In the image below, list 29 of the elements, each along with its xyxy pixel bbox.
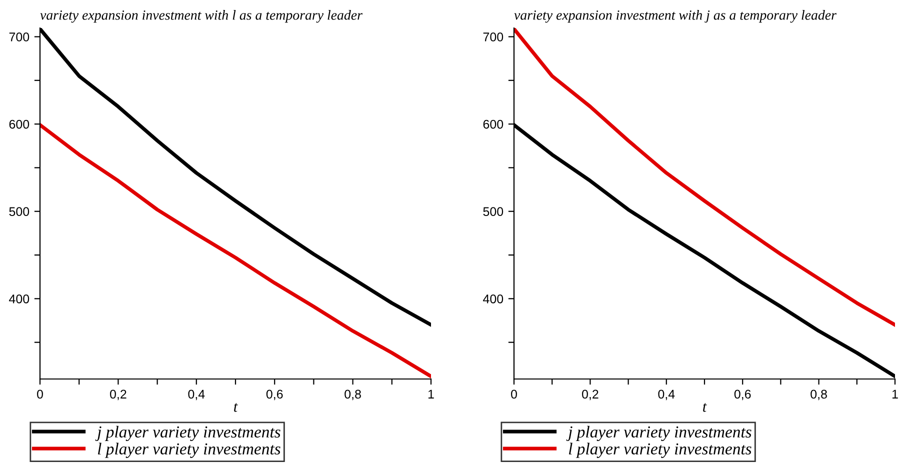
legend-label: l player variety investments (568, 442, 752, 458)
y-tick-label: 400 (483, 294, 504, 304)
x-tick-label: 0,8 (810, 390, 827, 400)
legend-label: l player variety investments (98, 442, 280, 458)
x-tick-label: 0 (511, 390, 517, 399)
y-tick-label: 600 (483, 120, 504, 129)
x-tick-label: 1 (428, 390, 434, 398)
x-tick-label: 0,8 (344, 390, 361, 400)
x-tick-label: 1 (892, 390, 898, 398)
chart-title: variety expansion investment with j as a temporary leader (514, 10, 837, 23)
line-series (514, 28, 895, 327)
x-tick-label: 0 (37, 390, 43, 399)
chart-title: variety expansion investment with l as a temporary leader (40, 10, 363, 23)
y-tick-label: 700 (483, 32, 504, 42)
y-tick-label: 500 (483, 207, 504, 216)
x-tick-label: 0,2 (582, 390, 598, 400)
y-tick-label: 700 (9, 32, 30, 42)
y-tick-label: 400 (9, 294, 30, 304)
x-tick-label: 0,4 (188, 390, 205, 400)
legend-label: j player variety investments (95, 426, 280, 442)
y-tick-label: 600 (9, 120, 30, 129)
x-tick-label: 0,6 (266, 390, 283, 400)
x-axis-title: t (234, 403, 238, 412)
x-tick-label: 0,6 (734, 390, 751, 400)
legend-label: j player variety investments (566, 426, 752, 442)
x-tick-label: 0,4 (658, 390, 675, 400)
x-axis-title: t (703, 403, 707, 412)
y-tick-label: 500 (9, 207, 30, 216)
x-tick-label: 0,2 (110, 390, 126, 400)
